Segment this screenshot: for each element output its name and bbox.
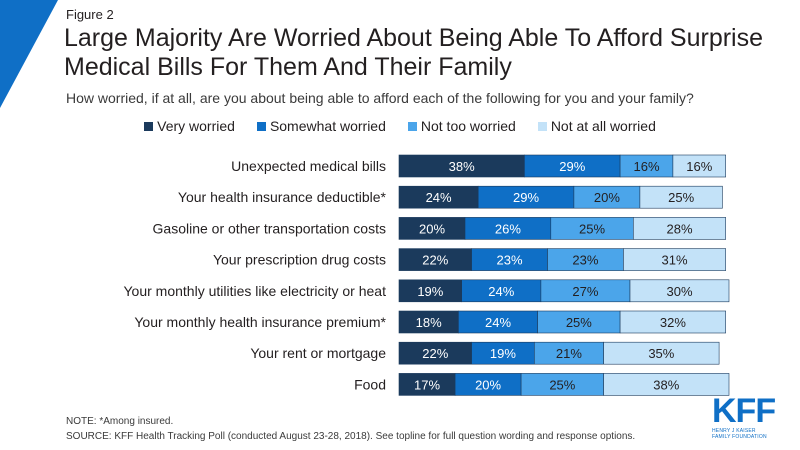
category-label: Gasoline or other transportation costs xyxy=(153,220,386,236)
legend-item-somewhat-worried: Somewhat worried xyxy=(256,118,386,134)
bar-segment-not-at-all-worried xyxy=(619,310,726,334)
logo-text: KFF xyxy=(712,392,776,430)
data-label: 25% xyxy=(579,221,605,236)
data-label: 17% xyxy=(414,377,440,392)
category-label: Your rent or mortgage xyxy=(250,345,386,361)
data-label: 38% xyxy=(449,159,475,174)
data-label: 20% xyxy=(594,190,620,205)
legend-label: Not too worried xyxy=(420,118,516,134)
category-label: Food xyxy=(354,376,386,392)
data-label: 24% xyxy=(485,315,511,330)
bar-segment-not-at-all-worried xyxy=(672,154,727,178)
data-label: 24% xyxy=(426,190,452,205)
data-label: 32% xyxy=(660,315,686,330)
kff-logo: KFF HENRY J KAISER FAMILY FOUNDATION xyxy=(712,394,784,440)
data-label: 30% xyxy=(666,284,692,299)
data-label: 23% xyxy=(497,253,523,268)
data-label: 16% xyxy=(633,159,659,174)
footnote: NOTE: *Among insured. xyxy=(66,416,174,427)
data-label: 25% xyxy=(549,377,575,392)
data-label: 20% xyxy=(475,377,501,392)
data-label: 19% xyxy=(417,284,443,299)
legend-label: Not at all worried xyxy=(550,118,656,134)
data-label: 24% xyxy=(488,284,514,299)
bar-segment-not-at-all-worried xyxy=(603,373,730,396)
data-label: 22% xyxy=(422,346,448,361)
data-label: 19% xyxy=(490,346,516,361)
source-note: SOURCE: KFF Health Tracking Poll (conduc… xyxy=(66,431,636,442)
data-label: 23% xyxy=(572,253,598,268)
category-label: Your monthly health insurance premium* xyxy=(134,314,386,330)
data-label: 35% xyxy=(648,346,674,361)
data-label: 29% xyxy=(513,190,539,205)
legend-swatch xyxy=(407,121,417,131)
legend-swatch xyxy=(537,121,547,131)
logo-subtext-line2: FAMILY FOUNDATION xyxy=(712,434,767,440)
data-label: 20% xyxy=(419,221,445,236)
legend-label: Somewhat worried xyxy=(269,118,386,134)
data-label: 22% xyxy=(422,253,448,268)
data-label: 26% xyxy=(495,221,521,236)
legend-item-not-too-worried: Not too worried xyxy=(407,118,516,134)
category-label: Unexpected medical bills xyxy=(231,158,386,174)
data-label: 16% xyxy=(686,159,712,174)
legend-swatch xyxy=(144,121,154,131)
data-label: 31% xyxy=(662,253,688,268)
data-label: 18% xyxy=(416,315,442,330)
data-label: 21% xyxy=(556,346,582,361)
legend-swatch xyxy=(256,121,266,131)
bar-segment-not-at-all-worried xyxy=(632,217,726,240)
data-label: 29% xyxy=(559,159,585,174)
data-label: 25% xyxy=(668,190,694,205)
data-label: 28% xyxy=(666,221,692,236)
bar-segment-not-at-all-worried xyxy=(629,279,730,303)
data-label: 27% xyxy=(572,284,598,299)
category-label: Your prescription drug costs xyxy=(213,252,386,268)
legend-item-very-worried: Very worried xyxy=(144,118,235,134)
legend-item-not-at-all-worried: Not at all worried xyxy=(537,118,656,134)
bar-segment-not-at-all-worried xyxy=(639,185,723,209)
data-label: 38% xyxy=(653,377,679,392)
corner-accent-triangle xyxy=(0,0,58,108)
category-label: Your monthly utilities like electricity … xyxy=(124,283,387,299)
chart-subtitle: How worried, if at all, are you about be… xyxy=(66,90,694,106)
bar-segment-not-at-all-worried xyxy=(623,248,727,271)
chart-legend: Very worried Somewhat worried Not too worr… xyxy=(0,118,800,134)
data-label: 25% xyxy=(566,315,592,330)
figure-label: Figure 2 xyxy=(66,7,114,22)
bar-segment-not-at-all-worried xyxy=(603,341,720,365)
category-label: Your health insurance deductible* xyxy=(178,189,387,205)
logo-subtext-line1: HENRY J KAISER xyxy=(712,428,756,434)
chart-title: Large Majority Are Worried About Being A… xyxy=(64,24,764,81)
legend-label: Very worried xyxy=(157,118,235,134)
